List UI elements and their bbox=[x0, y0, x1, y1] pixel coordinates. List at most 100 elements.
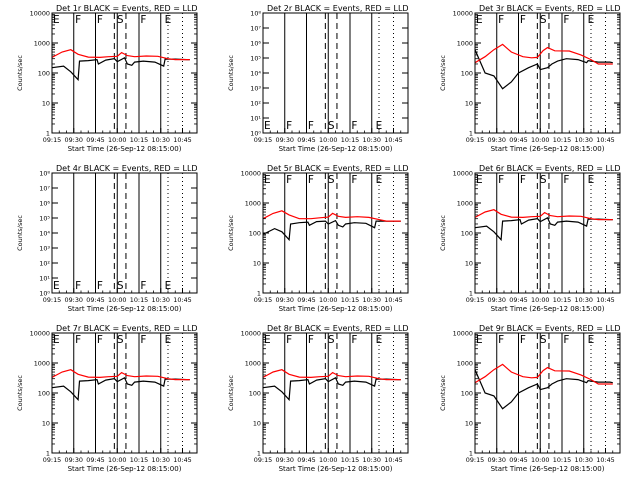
y-axis-label: Counts/sec bbox=[16, 375, 24, 411]
segment-label: F bbox=[97, 14, 103, 26]
x-tick-label: 10:30 bbox=[575, 456, 593, 464]
y-tick-label: 10⁴ bbox=[250, 70, 261, 78]
y-tick-label: 10⁷ bbox=[39, 185, 50, 193]
segment-label: F bbox=[563, 14, 569, 26]
x-tick-label: 10:30 bbox=[152, 296, 170, 304]
y-tick-label: 10 bbox=[465, 260, 473, 268]
y-tick-label: 1000 bbox=[34, 40, 50, 48]
segment-label: S bbox=[328, 334, 335, 346]
series-line-lld bbox=[474, 43, 613, 65]
segment-label: F bbox=[498, 14, 504, 26]
series-line-events bbox=[474, 369, 613, 410]
y-tick-label: 10000 bbox=[453, 10, 473, 18]
y-tick-label: 1000 bbox=[457, 360, 473, 368]
series-line-events bbox=[51, 376, 190, 402]
segment-label: F bbox=[97, 334, 103, 346]
y-axis-label: Counts/sec bbox=[16, 215, 24, 251]
panel-title: Det 4r BLACK = Events, RED = LLD bbox=[56, 164, 198, 173]
series-line-lld bbox=[51, 369, 190, 381]
series-line-lld bbox=[262, 210, 401, 222]
segment-label: S bbox=[328, 174, 335, 186]
segment-label: E bbox=[376, 120, 383, 132]
segment-label: F bbox=[563, 334, 569, 346]
x-tick-label: 09:30 bbox=[488, 136, 506, 144]
x-axis-label: Start Time (26-Sep-12 08:15:00) bbox=[279, 305, 393, 313]
segment-label: S bbox=[540, 334, 547, 346]
x-tick-label: 10:00 bbox=[319, 296, 337, 304]
segment-label: E bbox=[165, 334, 172, 346]
segment-label: F bbox=[498, 334, 504, 346]
x-tick-label: 10:30 bbox=[152, 456, 170, 464]
x-tick-label: 09:15 bbox=[254, 456, 272, 464]
x-tick-label: 10:15 bbox=[341, 136, 359, 144]
y-axis-label: Counts/sec bbox=[227, 375, 235, 411]
series-line-events bbox=[51, 56, 190, 82]
segment-label: E bbox=[588, 334, 595, 346]
x-tick-label: 09:45 bbox=[297, 456, 315, 464]
x-tick-label: 10:30 bbox=[575, 296, 593, 304]
series-line-lld bbox=[474, 363, 613, 385]
y-tick-label: 1000 bbox=[245, 200, 261, 208]
x-tick-label: 09:45 bbox=[509, 296, 527, 304]
segment-label: F bbox=[75, 334, 81, 346]
segment-label: E bbox=[165, 14, 172, 26]
y-tick-label: 10 bbox=[465, 420, 473, 428]
segment-label: F bbox=[140, 334, 146, 346]
segment-label: E bbox=[588, 174, 595, 186]
segment-label: E bbox=[376, 174, 383, 186]
segment-label: E bbox=[376, 334, 383, 346]
x-tick-label: 10:00 bbox=[531, 136, 549, 144]
x-tick-label: 10:15 bbox=[341, 456, 359, 464]
x-tick-label: 10:45 bbox=[173, 456, 191, 464]
x-tick-label: 09:45 bbox=[297, 296, 315, 304]
x-tick-label: 10:15 bbox=[553, 296, 571, 304]
y-tick-label: 100 bbox=[38, 70, 50, 78]
x-tick-label: 10:45 bbox=[596, 296, 614, 304]
panel-title: Det 1r BLACK = Events, RED = LLD bbox=[56, 4, 198, 13]
x-tick-label: 10:45 bbox=[596, 136, 614, 144]
x-tick-label: 10:00 bbox=[108, 456, 126, 464]
x-tick-label: 10:45 bbox=[173, 296, 191, 304]
x-tick-label: 09:15 bbox=[466, 456, 484, 464]
y-tick-label: 10⁶ bbox=[250, 40, 261, 48]
segment-label: F bbox=[351, 174, 357, 186]
series-line-lld bbox=[262, 369, 401, 381]
x-tick-label: 09:45 bbox=[509, 136, 527, 144]
y-tick-label: 10000 bbox=[453, 170, 473, 178]
segment-label: F bbox=[140, 280, 146, 292]
segment-label: F bbox=[520, 174, 526, 186]
segment-label: F bbox=[286, 174, 292, 186]
x-tick-label: 09:30 bbox=[65, 296, 83, 304]
y-tick-label: 10⁵ bbox=[250, 55, 261, 63]
x-tick-label: 09:15 bbox=[466, 296, 484, 304]
y-tick-label: 10⁰ bbox=[39, 290, 50, 298]
y-axis-label: Counts/sec bbox=[439, 215, 447, 251]
y-tick-label: 100 bbox=[38, 390, 50, 398]
x-tick-label: 09:30 bbox=[276, 456, 294, 464]
segment-label: F bbox=[140, 14, 146, 26]
x-axis-label: Start Time (26-Sep-12 08:15:00) bbox=[68, 465, 182, 473]
x-tick-label: 09:15 bbox=[466, 136, 484, 144]
y-tick-label: 10⁴ bbox=[39, 230, 50, 238]
y-tick-label: 10⁰ bbox=[250, 130, 261, 138]
x-axis-label: Start Time (26-Sep-12 08:15:00) bbox=[68, 305, 182, 313]
y-axis-label: Counts/sec bbox=[439, 55, 447, 91]
panel-title: Det 3r BLACK = Events, RED = LLD bbox=[479, 4, 621, 13]
series-line-events bbox=[262, 376, 401, 402]
x-tick-label: 10:30 bbox=[152, 136, 170, 144]
x-axis-label: Start Time (26-Sep-12 08:15:00) bbox=[279, 145, 393, 153]
y-tick-label: 10000 bbox=[241, 170, 261, 178]
segment-label: F bbox=[308, 174, 314, 186]
y-tick-label: 10 bbox=[253, 420, 261, 428]
x-tick-label: 09:30 bbox=[65, 136, 83, 144]
y-tick-label: 10000 bbox=[30, 10, 50, 18]
segment-label: F bbox=[563, 174, 569, 186]
segment-label: F bbox=[351, 334, 357, 346]
x-tick-label: 09:15 bbox=[254, 296, 272, 304]
segment-label: F bbox=[520, 14, 526, 26]
segment-label: E bbox=[264, 334, 271, 346]
segment-label: F bbox=[308, 334, 314, 346]
segment-label: F bbox=[286, 120, 292, 132]
